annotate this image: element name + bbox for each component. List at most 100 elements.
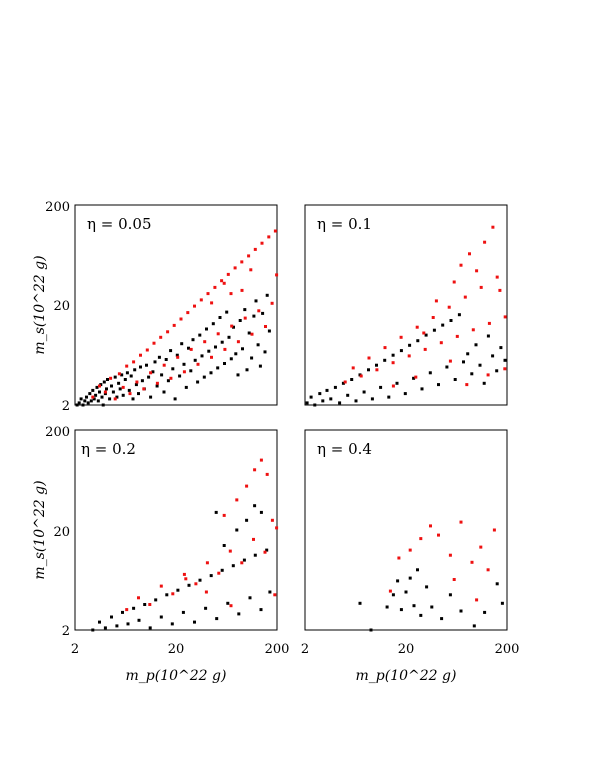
panel-eta-005: η = 0.05 2 20 200 — [45, 200, 279, 414]
scatter-point — [117, 372, 121, 376]
x-tick-label: 20 — [398, 642, 415, 657]
scatter-point — [270, 301, 274, 305]
scatter-point — [109, 376, 113, 380]
scatter-point — [479, 545, 483, 549]
scatter-point — [184, 577, 188, 581]
scatter-point — [115, 624, 119, 628]
scatter-point — [470, 372, 474, 376]
y-tick-label: 2 — [62, 624, 70, 639]
scatter-points — [75, 229, 279, 407]
scatter-point — [223, 362, 226, 365]
scatter-point — [367, 368, 370, 372]
scatter-point — [318, 392, 322, 396]
panel-title: η = 0.05 — [87, 215, 152, 233]
scatter-point — [424, 333, 428, 337]
scatter-point — [115, 395, 119, 399]
scatter-point — [338, 401, 342, 405]
scatter-point — [220, 340, 224, 344]
scatter-point — [178, 374, 182, 378]
scatter-point — [491, 354, 495, 358]
scatter-point — [229, 292, 233, 296]
scatter-point — [216, 332, 220, 336]
scatter-point — [83, 399, 87, 403]
scatter-point — [184, 385, 188, 389]
scatter-point — [257, 309, 261, 313]
scatter-point — [399, 349, 403, 353]
scatter-point — [448, 593, 452, 597]
scatter-point — [264, 325, 267, 328]
scatter-point — [101, 403, 105, 407]
scatter-point — [486, 334, 490, 338]
scatter-point — [254, 299, 258, 303]
scatter-point — [414, 375, 418, 379]
scatter-point — [103, 626, 107, 630]
scatter-point — [265, 293, 269, 297]
scatter-point — [196, 362, 200, 366]
scatter-point — [155, 381, 159, 385]
scatter-point — [176, 588, 180, 592]
scatter-point — [98, 390, 101, 394]
scatter-point — [432, 328, 436, 332]
scatter-point — [341, 381, 345, 385]
scatter-point — [145, 363, 148, 367]
scatter-point — [228, 549, 232, 553]
scatter-point — [182, 362, 186, 366]
scatter-point — [229, 357, 233, 361]
scatter-point — [181, 610, 185, 614]
x-tick-label: 200 — [265, 642, 290, 657]
scatter-point — [187, 346, 190, 350]
scatter-point — [472, 624, 476, 628]
scatter-point — [375, 363, 378, 367]
scatter-point — [182, 370, 186, 374]
scatter-point — [445, 365, 449, 369]
scatter-point — [149, 371, 153, 375]
scatter-point — [85, 395, 88, 399]
scatter-point — [483, 240, 487, 244]
scatter-point — [260, 241, 264, 245]
panel-title: η = 0.2 — [81, 440, 136, 458]
scatter-point — [452, 578, 456, 581]
scatter-point — [222, 281, 226, 285]
scatter-point — [180, 342, 184, 346]
scatter-point — [98, 620, 101, 624]
scatter-point — [482, 381, 486, 385]
scatter-point — [459, 263, 463, 267]
scatter-point — [503, 358, 507, 362]
scatter-point — [149, 395, 153, 399]
scatter-point — [261, 311, 265, 315]
scatter-point — [265, 548, 269, 552]
scatter-point — [475, 269, 479, 273]
scatter-point — [241, 347, 244, 351]
scatter-point — [121, 393, 125, 397]
scatter-point — [466, 352, 470, 356]
scatter-point — [133, 368, 137, 372]
scatter-point — [457, 313, 461, 317]
scatter-point — [247, 254, 251, 258]
scatter-point — [176, 355, 180, 359]
scatter-point — [140, 379, 144, 383]
scatter-point — [111, 390, 115, 394]
scatter-point — [313, 403, 317, 407]
scatter-point — [125, 371, 129, 375]
scatter-point — [132, 606, 136, 610]
x-tick-label: 2 — [301, 642, 309, 657]
scatter-point — [408, 576, 412, 580]
scatter-point — [245, 484, 249, 488]
scatter-point — [397, 556, 401, 560]
scatter-point — [237, 612, 241, 616]
scatter-point — [103, 392, 107, 396]
plot-frame — [304, 204, 508, 406]
scatter-point — [437, 383, 440, 387]
panel-eta-02: η = 0.2 2 20 200 2 20 200 — [45, 425, 289, 657]
y-axis-label: m_s(10^22 g) — [32, 480, 48, 579]
scatter-point — [412, 376, 416, 380]
scatter-point — [137, 596, 140, 600]
x-tick-label: 2 — [71, 642, 79, 657]
scatter-point — [240, 288, 244, 292]
scatter-point — [145, 348, 149, 352]
scatter-point — [204, 606, 208, 610]
scatter-point — [253, 504, 257, 508]
scatter-point — [95, 385, 99, 389]
scatter-point — [132, 360, 136, 364]
scatter-point — [91, 395, 95, 399]
